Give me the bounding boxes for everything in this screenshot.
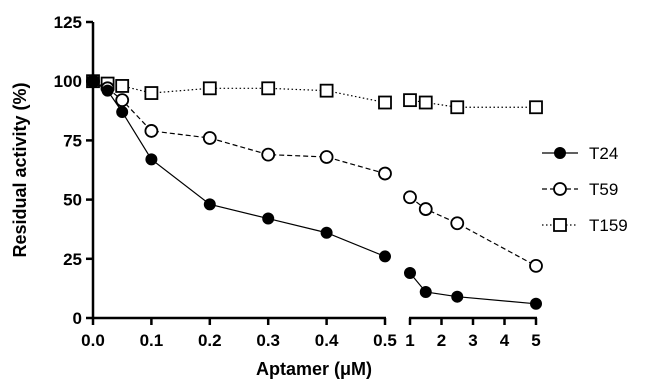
data-point [261,147,276,162]
legend-marker [554,147,566,159]
data-point [419,285,432,298]
data-point [115,93,130,108]
x-tick-label: 0.0 [81,331,105,350]
x-tick-label: 0.2 [198,331,222,350]
x-tick-label: 4 [500,331,510,350]
series-t159 [86,74,543,115]
legend: T24 T59 T159 [542,144,628,235]
data-point [87,75,99,88]
data-point [450,100,465,115]
x-tick-label: 5 [531,331,540,350]
data-point [529,100,543,115]
x-tick-label: 0.1 [140,331,164,350]
data-point [144,124,159,138]
legend-item-t59: T59 [542,180,618,199]
x-tick-label: 0.4 [315,331,339,350]
x-axis-title: Aptamer (μM) [256,359,372,379]
data-point [529,259,543,273]
data-point [319,83,334,98]
y-tick-label: 75 [63,131,82,150]
x-tick-label: 0.5 [373,331,397,350]
legend-marker [553,218,567,232]
series-t59 [86,74,543,273]
y-tick-label: 100 [54,72,82,91]
data-point [202,81,217,96]
data-point [403,93,417,108]
data-point [450,216,465,231]
series-line [409,272,537,305]
legend-label: T24 [589,144,618,163]
data-point [202,131,217,145]
y-axis: 0 25 50 75 100 125 [54,13,95,328]
y-tick-label: 0 [73,309,82,328]
y-axis-title: Residual activity (%) [10,82,30,257]
data-point [451,290,464,303]
data-point [418,95,433,110]
x-tick-label: 1 [405,331,414,350]
legend-marker [553,182,567,196]
x-tick-label: 0.3 [256,331,280,350]
series-line [92,80,386,257]
data-point [145,153,158,166]
data-point [378,166,392,181]
legend-label: T159 [589,216,628,235]
data-point [319,150,334,164]
series-layer [86,74,543,310]
x-tick-label: 2 [437,331,446,350]
data-point [320,226,333,239]
legend-label: T59 [589,180,618,199]
x-tick-label: 3 [468,331,477,350]
series-line [92,80,386,175]
data-point [144,86,159,100]
data-point [404,267,416,280]
data-point [418,202,433,216]
y-tick-label: 25 [63,250,82,269]
data-point [403,190,417,205]
data-point [378,95,392,110]
y-tick-label: 125 [54,13,82,32]
legend-item-t159: T159 [542,216,628,235]
data-point [379,250,391,263]
data-point [101,84,114,97]
series-t24 [87,75,542,310]
data-point [115,79,130,93]
data-point [116,105,129,118]
x-axis: 0.0 0.1 0.2 0.3 0.4 0.5 1 2 3 4 5 [81,316,541,350]
series-line [92,80,386,104]
data-point [261,81,276,96]
series-line [409,196,537,267]
data-point [203,198,216,211]
data-point [262,212,275,225]
legend-item-t24: T24 [542,144,618,163]
y-tick-label: 50 [63,191,82,210]
data-point [530,297,542,310]
